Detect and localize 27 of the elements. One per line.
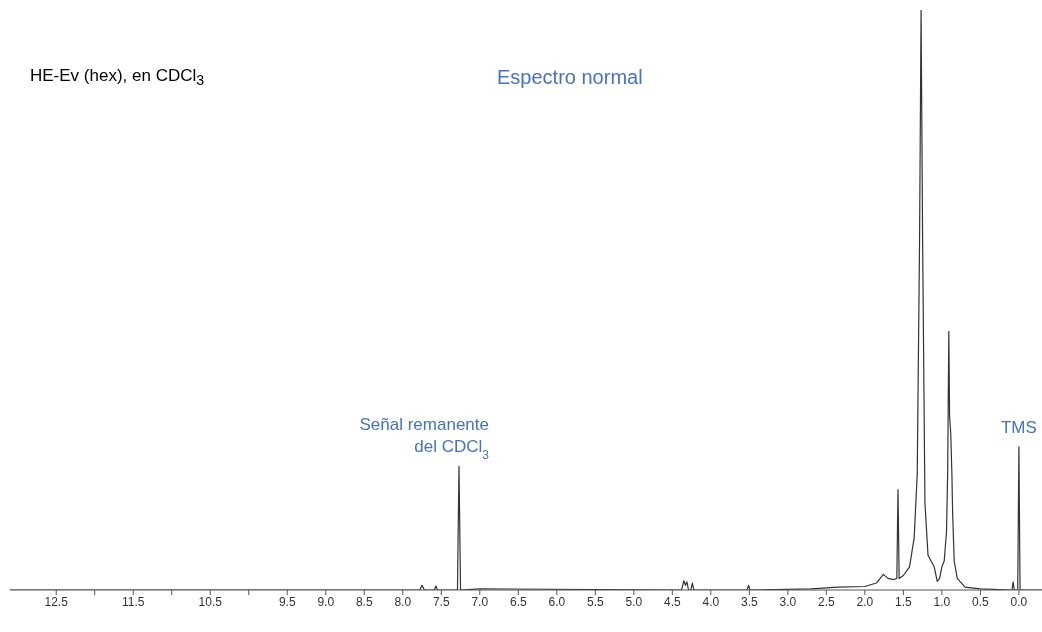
x-tick-label: 9.0	[317, 594, 335, 609]
x-tick-label: 8.5	[355, 594, 373, 609]
x-tick-label: 2.0	[856, 594, 874, 609]
x-tick-label: 5.0	[625, 594, 643, 609]
x-tick-label: 1.0	[933, 594, 951, 609]
x-tick-label: 4.5	[663, 594, 681, 609]
x-tick-label: 9.5	[278, 594, 296, 609]
x-tick-label: 0.0	[1010, 594, 1028, 609]
x-tick-label: 2.5	[818, 594, 836, 609]
annotation: TMS	[1000, 417, 1037, 437]
x-tick-label: 4.0	[702, 594, 720, 609]
x-tick-label: 7.0	[471, 594, 489, 609]
x-tick-label: 12.5	[44, 594, 69, 609]
x-tick-label: 6.0	[548, 594, 566, 609]
x-tick-label: 1.5	[895, 594, 913, 609]
text: Espectro normal	[497, 66, 643, 89]
x-tick-label: 8.0	[394, 594, 412, 609]
x-tick-label: 3.0	[779, 594, 797, 609]
text: HE-Ev (hex), en CDCl$_{3}$	[30, 66, 205, 89]
x-tick-label: 0.5	[972, 594, 990, 609]
x-tick-label: 3.5	[741, 594, 759, 609]
x-tick-label: 11.5	[121, 594, 145, 609]
x-tick-label: 7.5	[432, 594, 450, 609]
annotation: Señal remanente del CDCl$_{3}$	[359, 415, 490, 463]
x-tick-label: 5.5	[586, 594, 604, 609]
x-tick-label: 6.5	[509, 594, 527, 609]
x-tick-label: 10.5	[198, 594, 223, 609]
